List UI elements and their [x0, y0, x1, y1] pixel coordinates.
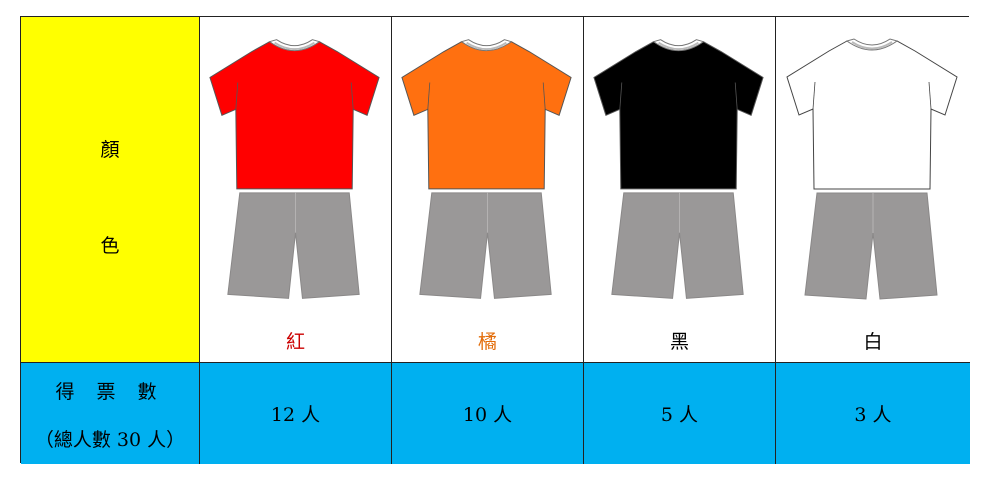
color-name-black: 黑: [669, 331, 689, 353]
votes-cell-orange: 10 人: [392, 363, 584, 464]
votes-red: 12 人: [270, 404, 321, 426]
black-uniform-icon: [593, 39, 764, 299]
votes-black: 5 人: [660, 404, 699, 426]
option-cell-red: 紅: [200, 17, 392, 363]
option-cell-orange: 橘: [392, 17, 584, 363]
color-header-line2: 色: [100, 235, 120, 257]
color-header-line1: 顏: [100, 139, 120, 161]
option-cell-black: 黑: [584, 17, 776, 363]
orange-uniform-icon: [401, 39, 572, 299]
white-uniform-icon: [786, 38, 958, 300]
option-cell-white: 白: [776, 17, 970, 363]
votes-cell-black: 5 人: [584, 363, 776, 464]
votes-cell-white: 3 人: [776, 363, 970, 464]
votes-header-line1: 得 票 數: [55, 381, 165, 403]
color-name-white: 白: [863, 331, 883, 353]
uniform-color-vote-table: 顏 色 紅 橘 黑: [20, 16, 970, 464]
red-uniform-icon: [209, 39, 380, 299]
color-name-red: 紅: [285, 331, 305, 353]
color-name-orange: 橘: [477, 331, 497, 353]
votes-header-line2: （總人數 30 人）: [34, 429, 186, 451]
votes-header-cell: 得 票 數 （總人數 30 人）: [21, 363, 200, 464]
votes-cell-red: 12 人: [200, 363, 392, 464]
votes-white: 3 人: [854, 404, 892, 426]
color-header-cell: 顏 色: [21, 17, 200, 363]
votes-orange: 10 人: [462, 404, 513, 426]
